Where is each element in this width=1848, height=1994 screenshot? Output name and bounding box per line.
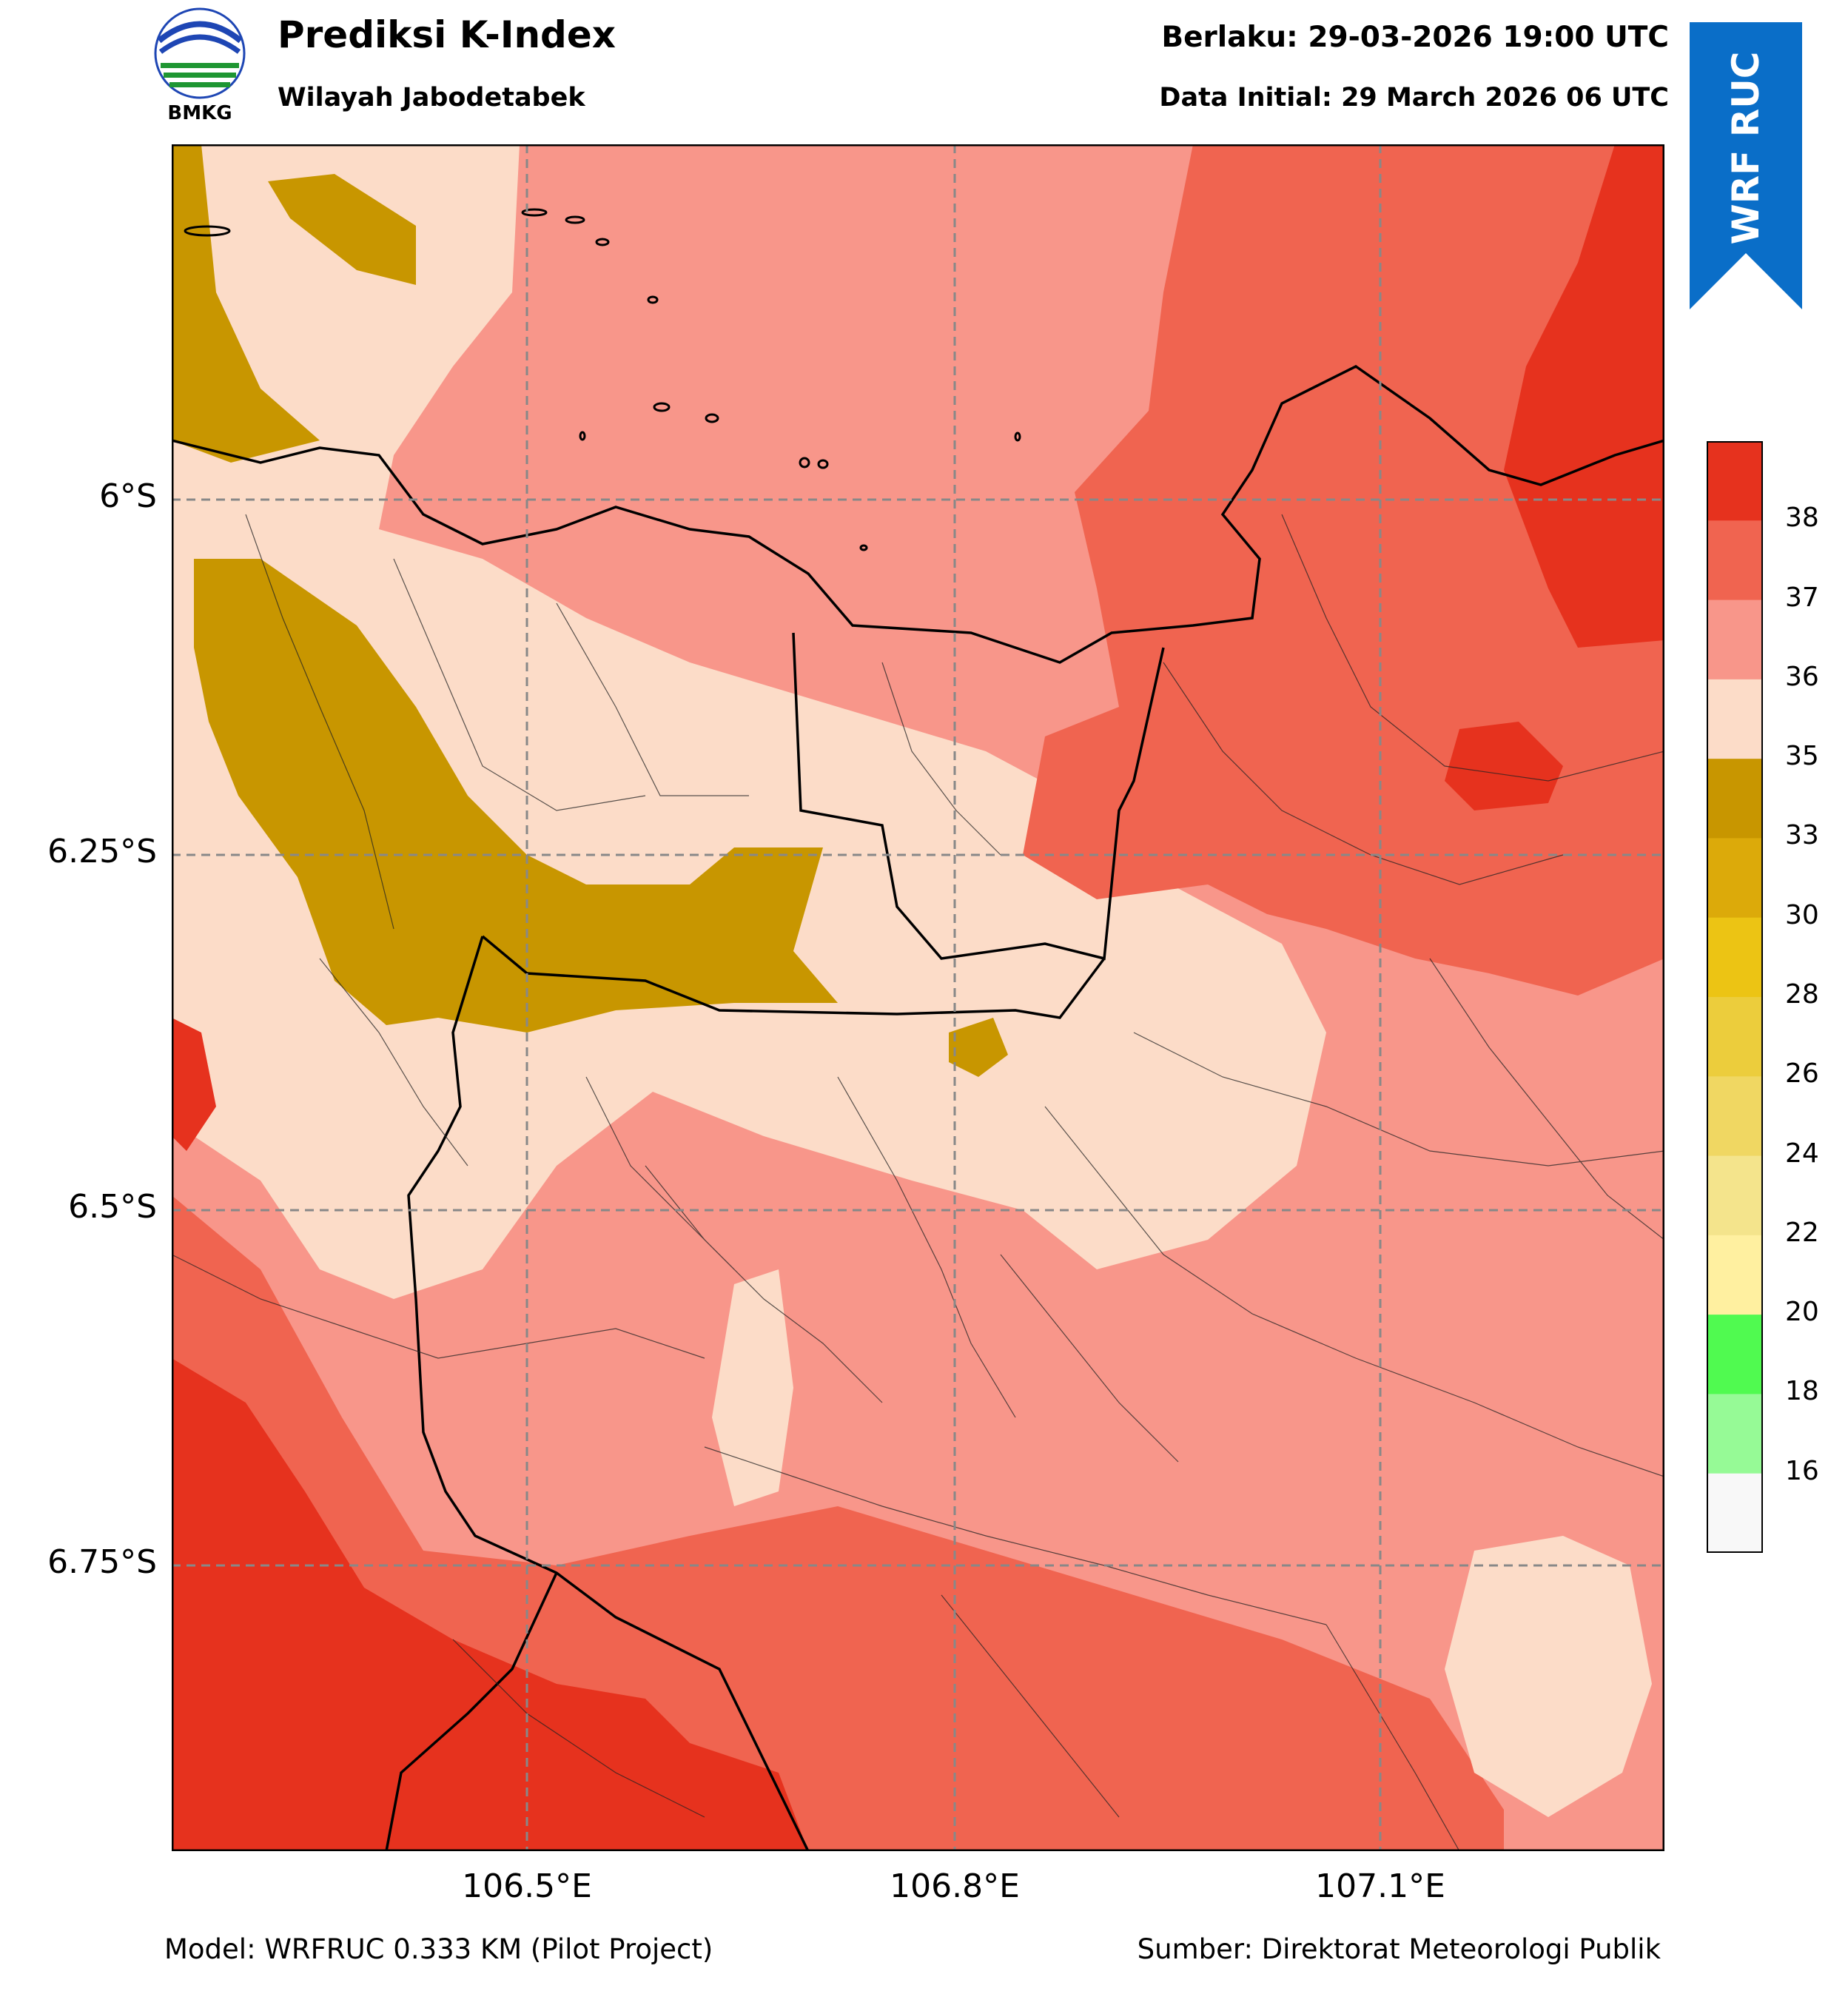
lat-tick-6-5s: 6.5°S (68, 1188, 157, 1226)
valid-time: Berlaku: 29-03-2026 19:00 UTC (1161, 21, 1669, 54)
colorbar-label: 30 (1785, 899, 1819, 930)
lon-tick-106-5e: 106.5°E (462, 1867, 592, 1905)
k-index-map (172, 144, 1664, 1851)
district-boundaries (172, 514, 1664, 1851)
olive-band-2 (194, 559, 838, 1033)
map-subtitle: Wilayah Jabodetabek (278, 83, 585, 113)
low-k-southeast (1445, 1536, 1652, 1817)
colorbar-label: 35 (1785, 741, 1819, 772)
colorbar-segment (1707, 917, 1763, 998)
colorbar-segment (1707, 679, 1763, 759)
logo-text: BMKG (167, 102, 232, 124)
colorbar-segment (1707, 1235, 1763, 1315)
colorbar-segment (1707, 1394, 1763, 1474)
olive-patch-nw (268, 174, 416, 285)
very-high-northeast (1504, 144, 1664, 648)
low-k-central-south (712, 1269, 793, 1506)
colorbar-label: 38 (1785, 503, 1819, 534)
province-boundary-south (385, 1572, 558, 1851)
colorbar-segment (1707, 1315, 1763, 1394)
colorbar-segment (1707, 1155, 1763, 1236)
colorbar-label: 26 (1785, 1058, 1819, 1090)
colorbar-segment (1707, 600, 1763, 680)
colorbar-label: 33 (1785, 820, 1819, 851)
colorbar-segment (1707, 759, 1763, 839)
colorbar-label: 28 (1785, 979, 1819, 1010)
model-footnote: Model: WRFRUC 0.333 KM (Pilot Project) (164, 1933, 713, 1965)
colorbar-label: 37 (1785, 582, 1819, 613)
lat-tick-6-75s: 6.75°S (47, 1543, 157, 1581)
province-boundary-jakarta (792, 632, 1165, 961)
map-title: Prediksi K-Index (278, 13, 616, 56)
province-boundary-north-coast (172, 364, 1664, 664)
colorbar-label: 36 (1785, 661, 1819, 692)
province-boundary-central (481, 935, 1106, 1019)
colorbar-segment (1707, 441, 1763, 521)
map-frame (172, 144, 1664, 1851)
ribbon-label: WRF RUC (1724, 51, 1767, 245)
lon-tick-106-8e: 106.8°E (890, 1867, 1020, 1905)
graticule (172, 144, 1664, 1851)
bmkg-logo (154, 7, 246, 99)
colorbar-label: 24 (1785, 1138, 1819, 1169)
very-high-east-patch (1445, 722, 1563, 810)
colorbar-segment (1707, 1076, 1763, 1157)
colorbar (1707, 441, 1763, 1553)
olive-band (172, 144, 320, 463)
initial-time: Data Initial: 29 March 2026 06 UTC (1159, 83, 1669, 113)
colorbar-label: 22 (1785, 1217, 1819, 1248)
lat-tick-6s: 6°S (99, 477, 157, 515)
olive-patch-small (949, 1018, 1008, 1077)
very-high-southwest (172, 1358, 808, 1851)
lat-tick-6-25s: 6.25°S (47, 833, 157, 870)
colorbar-segment (1707, 838, 1763, 919)
colorbar-segment (1707, 1473, 1763, 1553)
colorbar-segment (1707, 997, 1763, 1077)
colorbar-label: 18 (1785, 1376, 1819, 1407)
thousand-islands (184, 208, 1021, 551)
province-boundary-west (407, 936, 810, 1851)
source-footnote: Sumber: Direktorat Meteorologi Publik (1137, 1933, 1661, 1965)
colorbar-segment (1707, 520, 1763, 601)
very-high-west-edge (172, 1018, 216, 1151)
colorbar-label: 16 (1785, 1455, 1819, 1486)
lon-tick-107-1e: 107.1°E (1315, 1867, 1445, 1905)
wrf-ruc-ribbon (1690, 22, 1802, 309)
colorbar-label: 20 (1785, 1297, 1819, 1328)
